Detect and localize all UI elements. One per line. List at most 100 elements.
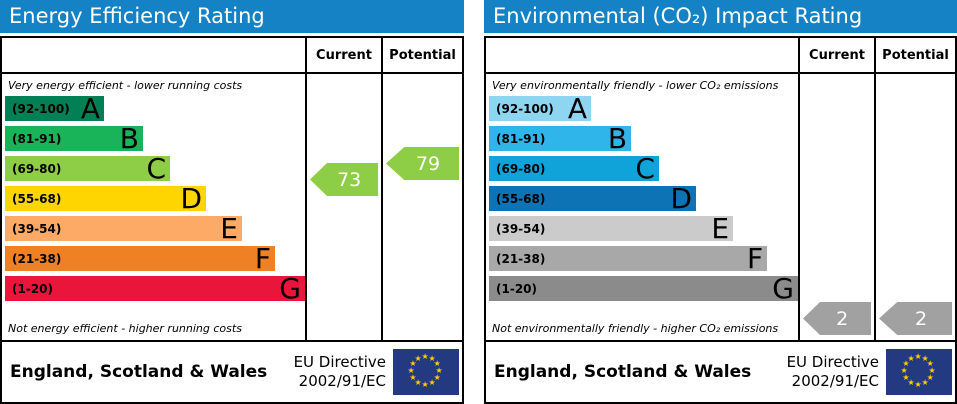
bands-column: Very energy efficient - lower running co… [2,74,307,340]
eu-flag-star: ★ [428,378,436,388]
band-letter: E [711,211,730,245]
rating-band-B: (81-91) B [5,121,143,155]
current-column-label: Current [316,47,372,63]
band-letter: D [180,181,202,215]
bands-list: (92-100) A (81-91) B (69-80) C (55-68) D (39-54)… [2,91,305,306]
potential-rating-arrow: 79 [386,147,459,180]
rating-band-row-E: (39-54) E [486,211,798,246]
rating-band-row-D: (55-68) D [486,181,798,216]
blank-header-cell [2,38,307,74]
eu-flag-star: ★ [926,359,934,368]
current-column-label: Current [809,47,865,63]
current-rating-arrow: 2 [803,302,871,335]
top-caption: Very energy efficient - lower running co… [8,79,243,92]
eu-flag-star: ★ [414,353,422,363]
band-range-label: (92-100) [12,101,70,116]
band-letter: D [670,181,693,215]
eu-flag-star: ★ [921,353,929,363]
band-letter: F [254,241,271,275]
energy-efficiency-chart: Energy Efficiency Rating Current Potenti… [0,0,464,404]
rating-band-F: (21-38) F [5,241,275,275]
band-letter: G [279,271,301,305]
eu-flag-star: ★ [900,366,908,375]
eu-flag-star: ★ [914,352,922,361]
band-letter: E [220,211,238,245]
potential-column-header: Potential [876,38,955,74]
potential-rating-value: 2 [914,307,928,330]
rating-band-row-E: (39-54) E [2,211,305,246]
eu-directive-line2: 2002/91/EC [298,372,386,390]
eu-flag-star: ★ [409,373,417,382]
band-letter: A [567,91,587,125]
rating-band-F: (21-38) F [489,244,768,272]
potential-column-label: Potential [882,47,949,63]
environmental-co2-chart: Environmental (CO₂) Impact Rating Curren… [484,0,957,404]
current-rating-cell: 2 [800,74,876,340]
eu-flag-star: ★ [433,373,441,382]
current-rating-arrow: 73 [310,163,378,196]
rating-band-row-G: (1-20) G [486,274,798,306]
rating-band-row-B: (81-91) B [2,121,305,156]
rating-band-G: (1-20) G [5,271,305,305]
rating-band-D: (55-68) D [489,181,697,215]
rating-band-row-C: (69-80) C [2,154,305,186]
eu-directive-line1: EU Directive [786,353,879,372]
blank-header-cell [486,38,800,74]
eu-flag-star: ★ [421,352,429,361]
band-range-label: (69-80) [12,161,62,176]
potential-column-header: Potential [383,38,462,74]
eu-flag-star: ★ [926,373,934,382]
region-label: England, Scotland & Wales [10,362,268,382]
rating-table-main: Current Potential Very environmentally f… [486,38,955,340]
current-rating-value: 73 [337,168,362,191]
rating-band-C: (69-80) C [489,151,659,185]
rating-band-E: (39-54) E [5,211,242,245]
eu-directive-label: EU Directive 2002/91/EC [787,353,886,391]
bottom-caption: Not energy efficient - higher running co… [8,322,242,335]
band-range-label: (55-68) [12,191,62,206]
eu-flag-star: ★ [407,366,415,375]
eu-flag-icon: ★ ★ ★ ★ ★ ★ ★ ★ ★ ★ ★ ★ [886,349,952,395]
band-range-label: (69-80) [496,161,546,176]
current-rating-cell: 73 [307,74,383,340]
eu-flag-star: ★ [921,378,929,388]
current-column-header: Current [800,38,876,74]
rating-band-row-D: (55-68) D [2,181,305,216]
band-range-label: (21-38) [496,251,546,266]
rating-band-row-A: (92-100) A [2,91,305,126]
current-column-header: Current [307,38,383,74]
rating-band-row-A: (92-100) A [486,91,798,126]
current-rating-value: 2 [836,307,849,330]
top-caption: Very environmentally friendly - lower CO… [492,79,779,92]
table-footer: England, Scotland & Wales EU Directive 2… [2,340,462,402]
band-range-label: (92-100) [496,101,554,116]
bottom-caption: Not environmentally friendly - higher CO… [492,322,779,335]
eu-directive-line1: EU Directive [293,353,386,372]
band-range-label: (39-54) [496,221,546,236]
eu-flag-star: ★ [914,380,922,389]
rating-band-G: (1-20) G [489,274,798,302]
rating-band-row-C: (69-80) C [486,151,798,186]
potential-rating-arrow: 2 [879,302,952,335]
band-range-label: (81-91) [12,131,62,146]
rating-band-C: (69-80) C [5,154,170,182]
eu-flag-star: ★ [433,359,441,368]
eu-flag-icon: ★ ★ ★ ★ ★ ★ ★ ★ ★ ★ ★ ★ [393,349,459,395]
table-footer: England, Scotland & Wales EU Directive 2… [486,340,955,402]
eu-flag-star: ★ [428,353,436,363]
band-letter: A [80,91,100,125]
rating-band-A: (92-100) A [5,91,104,125]
chart-title: Energy Efficiency Rating [0,0,464,33]
band-range-label: (81-91) [496,131,546,146]
potential-rating-cell: 2 [876,74,955,340]
band-letter: B [119,121,139,155]
band-range-label: (55-68) [496,191,546,206]
band-letter: C [635,151,655,185]
band-letter: B [607,121,628,155]
eu-flag-star: ★ [435,366,443,375]
rating-band-D: (55-68) D [5,181,206,215]
bands-column: Very environmentally friendly - lower CO… [486,74,800,340]
rating-table-main: Current Potential Very energy efficient … [2,38,462,340]
eu-flag-star: ★ [414,378,422,388]
rating-band-row-G: (1-20) G [2,271,305,306]
